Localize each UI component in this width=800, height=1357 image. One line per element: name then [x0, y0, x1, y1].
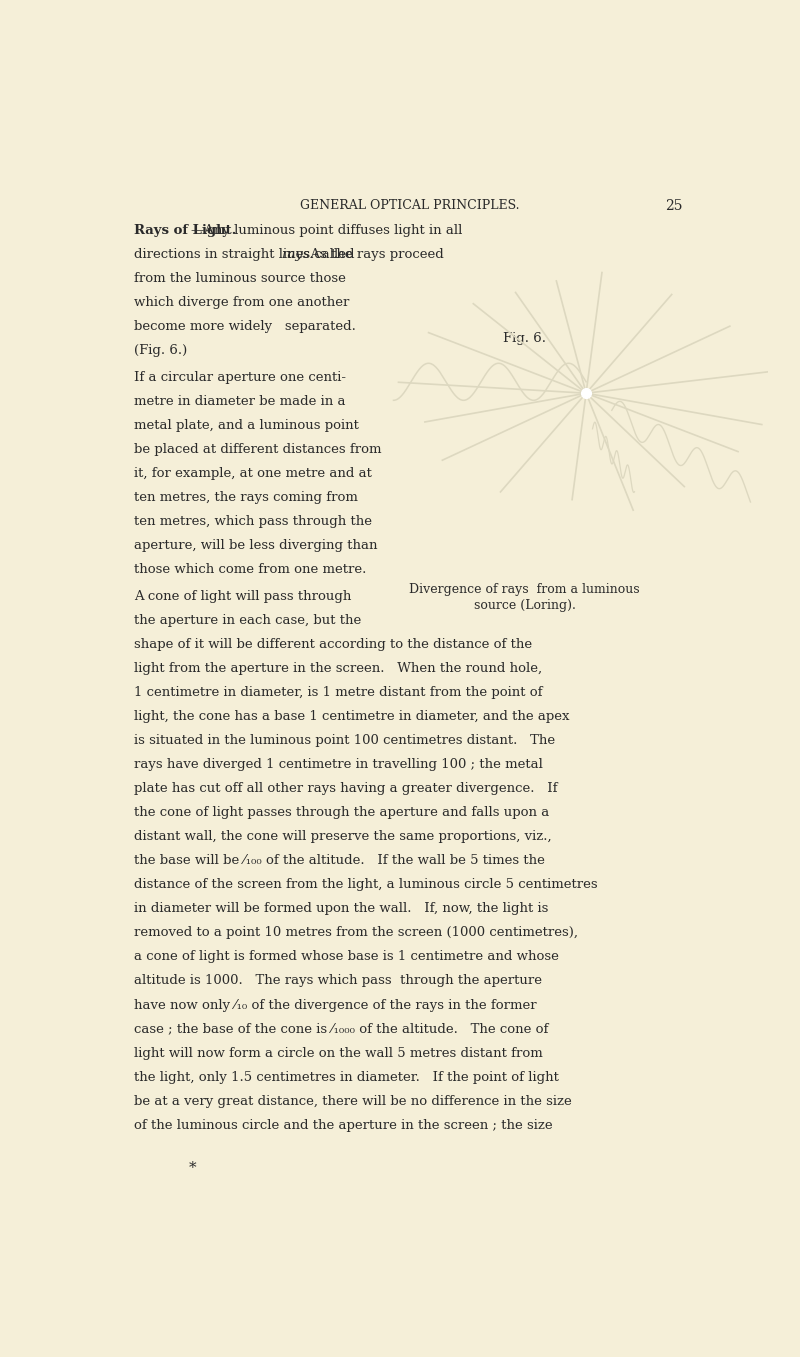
Text: the cone of light passes through the aperture and falls upon a: the cone of light passes through the ape…	[134, 806, 550, 820]
Text: aperture, will be less diverging than: aperture, will be less diverging than	[134, 539, 378, 552]
Text: GENERAL OPTICAL PRINCIPLES.: GENERAL OPTICAL PRINCIPLES.	[300, 199, 520, 212]
Text: Fig. 6.: Fig. 6.	[503, 332, 546, 345]
Text: 1 centimetre in diameter, is 1 metre distant from the point of: 1 centimetre in diameter, is 1 metre dis…	[134, 687, 542, 699]
Text: have now only ⁄₁₀ of the divergence of the rays in the former: have now only ⁄₁₀ of the divergence of t…	[134, 999, 537, 1011]
Text: As the rays proceed: As the rays proceed	[302, 248, 444, 262]
Text: ten metres, which pass through the: ten metres, which pass through the	[134, 514, 372, 528]
Text: metal plate, and a luminous point: metal plate, and a luminous point	[134, 418, 359, 432]
Text: be placed at different distances from: be placed at different distances from	[134, 442, 382, 456]
Text: the base will be ⁄₁₀₀ of the altitude.   If the wall be 5 times the: the base will be ⁄₁₀₀ of the altitude. I…	[134, 855, 545, 867]
Text: Rays of Light.: Rays of Light.	[134, 224, 237, 237]
Text: directions in straight lines called: directions in straight lines called	[134, 248, 359, 262]
Text: 25: 25	[665, 198, 682, 213]
Text: distant wall, the cone will preserve the same proportions, viz.,: distant wall, the cone will preserve the…	[134, 830, 552, 843]
Text: the light, only 1.5 centimetres in diameter.   If the point of light: the light, only 1.5 centimetres in diame…	[134, 1071, 559, 1084]
Text: become more widely   separated.: become more widely separated.	[134, 320, 356, 334]
Text: a cone of light is formed whose base is 1 centimetre and whose: a cone of light is formed whose base is …	[134, 950, 559, 963]
Text: of the luminous circle and the aperture in the screen ; the size: of the luminous circle and the aperture …	[134, 1118, 553, 1132]
Text: removed to a point 10 metres from the screen (1000 centimetres),: removed to a point 10 metres from the sc…	[134, 927, 578, 939]
Text: If a circular aperture one centi-: If a circular aperture one centi-	[134, 370, 346, 384]
Text: *: *	[189, 1162, 197, 1175]
Text: ten metres, the rays coming from: ten metres, the rays coming from	[134, 491, 358, 503]
Text: which diverge from one another: which diverge from one another	[134, 296, 350, 309]
Text: rays.: rays.	[282, 248, 314, 262]
Text: (Fig. 6.): (Fig. 6.)	[134, 345, 187, 357]
Text: rays have diverged 1 centimetre in travelling 100 ; the metal: rays have diverged 1 centimetre in trave…	[134, 759, 543, 771]
Text: from the luminous source those: from the luminous source those	[134, 273, 346, 285]
Text: is situated in the luminous point 100 centimetres distant.   The: is situated in the luminous point 100 ce…	[134, 734, 555, 748]
Text: plate has cut off all other rays having a greater divergence.   If: plate has cut off all other rays having …	[134, 782, 558, 795]
Text: those which come from one metre.: those which come from one metre.	[134, 563, 366, 575]
Text: source (Loring).: source (Loring).	[474, 600, 576, 612]
Text: light, the cone has a base 1 centimetre in diameter, and the apex: light, the cone has a base 1 centimetre …	[134, 710, 570, 723]
Text: in diameter will be formed upon the wall.   If, now, the light is: in diameter will be formed upon the wall…	[134, 902, 549, 916]
Text: Divergence of rays  from a luminous: Divergence of rays from a luminous	[410, 582, 640, 596]
Text: it, for example, at one metre and at: it, for example, at one metre and at	[134, 467, 372, 479]
Text: altitude is 1000.   The rays which pass  through the aperture: altitude is 1000. The rays which pass th…	[134, 974, 542, 988]
Text: light will now form a circle on the wall 5 metres distant from: light will now form a circle on the wall…	[134, 1046, 543, 1060]
Text: case ; the base of the cone is ⁄₁₀₀₀ of the altitude.   The cone of: case ; the base of the cone is ⁄₁₀₀₀ of …	[134, 1023, 549, 1035]
Text: shape of it will be different according to the distance of the: shape of it will be different according …	[134, 638, 532, 651]
Text: the aperture in each case, but the: the aperture in each case, but the	[134, 613, 362, 627]
Text: —Any luminous point diffuses light in all: —Any luminous point diffuses light in al…	[191, 224, 462, 237]
Text: distance of the screen from the light, a luminous circle 5 centimetres: distance of the screen from the light, a…	[134, 878, 598, 892]
Text: metre in diameter be made in a: metre in diameter be made in a	[134, 395, 346, 407]
Text: A cone of light will pass through: A cone of light will pass through	[134, 590, 351, 603]
Text: light from the aperture in the screen.   When the round hole,: light from the aperture in the screen. W…	[134, 662, 542, 674]
Text: be at a very great distance, there will be no difference in the size: be at a very great distance, there will …	[134, 1095, 572, 1107]
